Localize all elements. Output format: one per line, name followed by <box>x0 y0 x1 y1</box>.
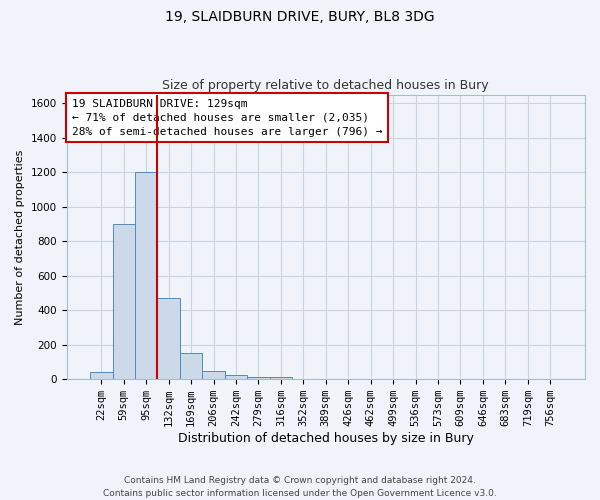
Bar <box>202 370 225 379</box>
Y-axis label: Number of detached properties: Number of detached properties <box>15 149 25 324</box>
Title: Size of property relative to detached houses in Bury: Size of property relative to detached ho… <box>163 79 489 92</box>
Text: 19 SLAIDBURN DRIVE: 129sqm
← 71% of detached houses are smaller (2,035)
28% of s: 19 SLAIDBURN DRIVE: 129sqm ← 71% of deta… <box>72 99 382 137</box>
Text: 19, SLAIDBURN DRIVE, BURY, BL8 3DG: 19, SLAIDBURN DRIVE, BURY, BL8 3DG <box>165 10 435 24</box>
Bar <box>180 354 202 379</box>
Bar <box>113 224 135 379</box>
Bar <box>225 375 247 379</box>
Bar <box>157 298 180 379</box>
Bar <box>247 376 269 379</box>
X-axis label: Distribution of detached houses by size in Bury: Distribution of detached houses by size … <box>178 432 474 445</box>
Bar <box>269 376 292 379</box>
Bar <box>90 372 113 379</box>
Text: Contains HM Land Registry data © Crown copyright and database right 2024.
Contai: Contains HM Land Registry data © Crown c… <box>103 476 497 498</box>
Bar <box>135 172 157 379</box>
